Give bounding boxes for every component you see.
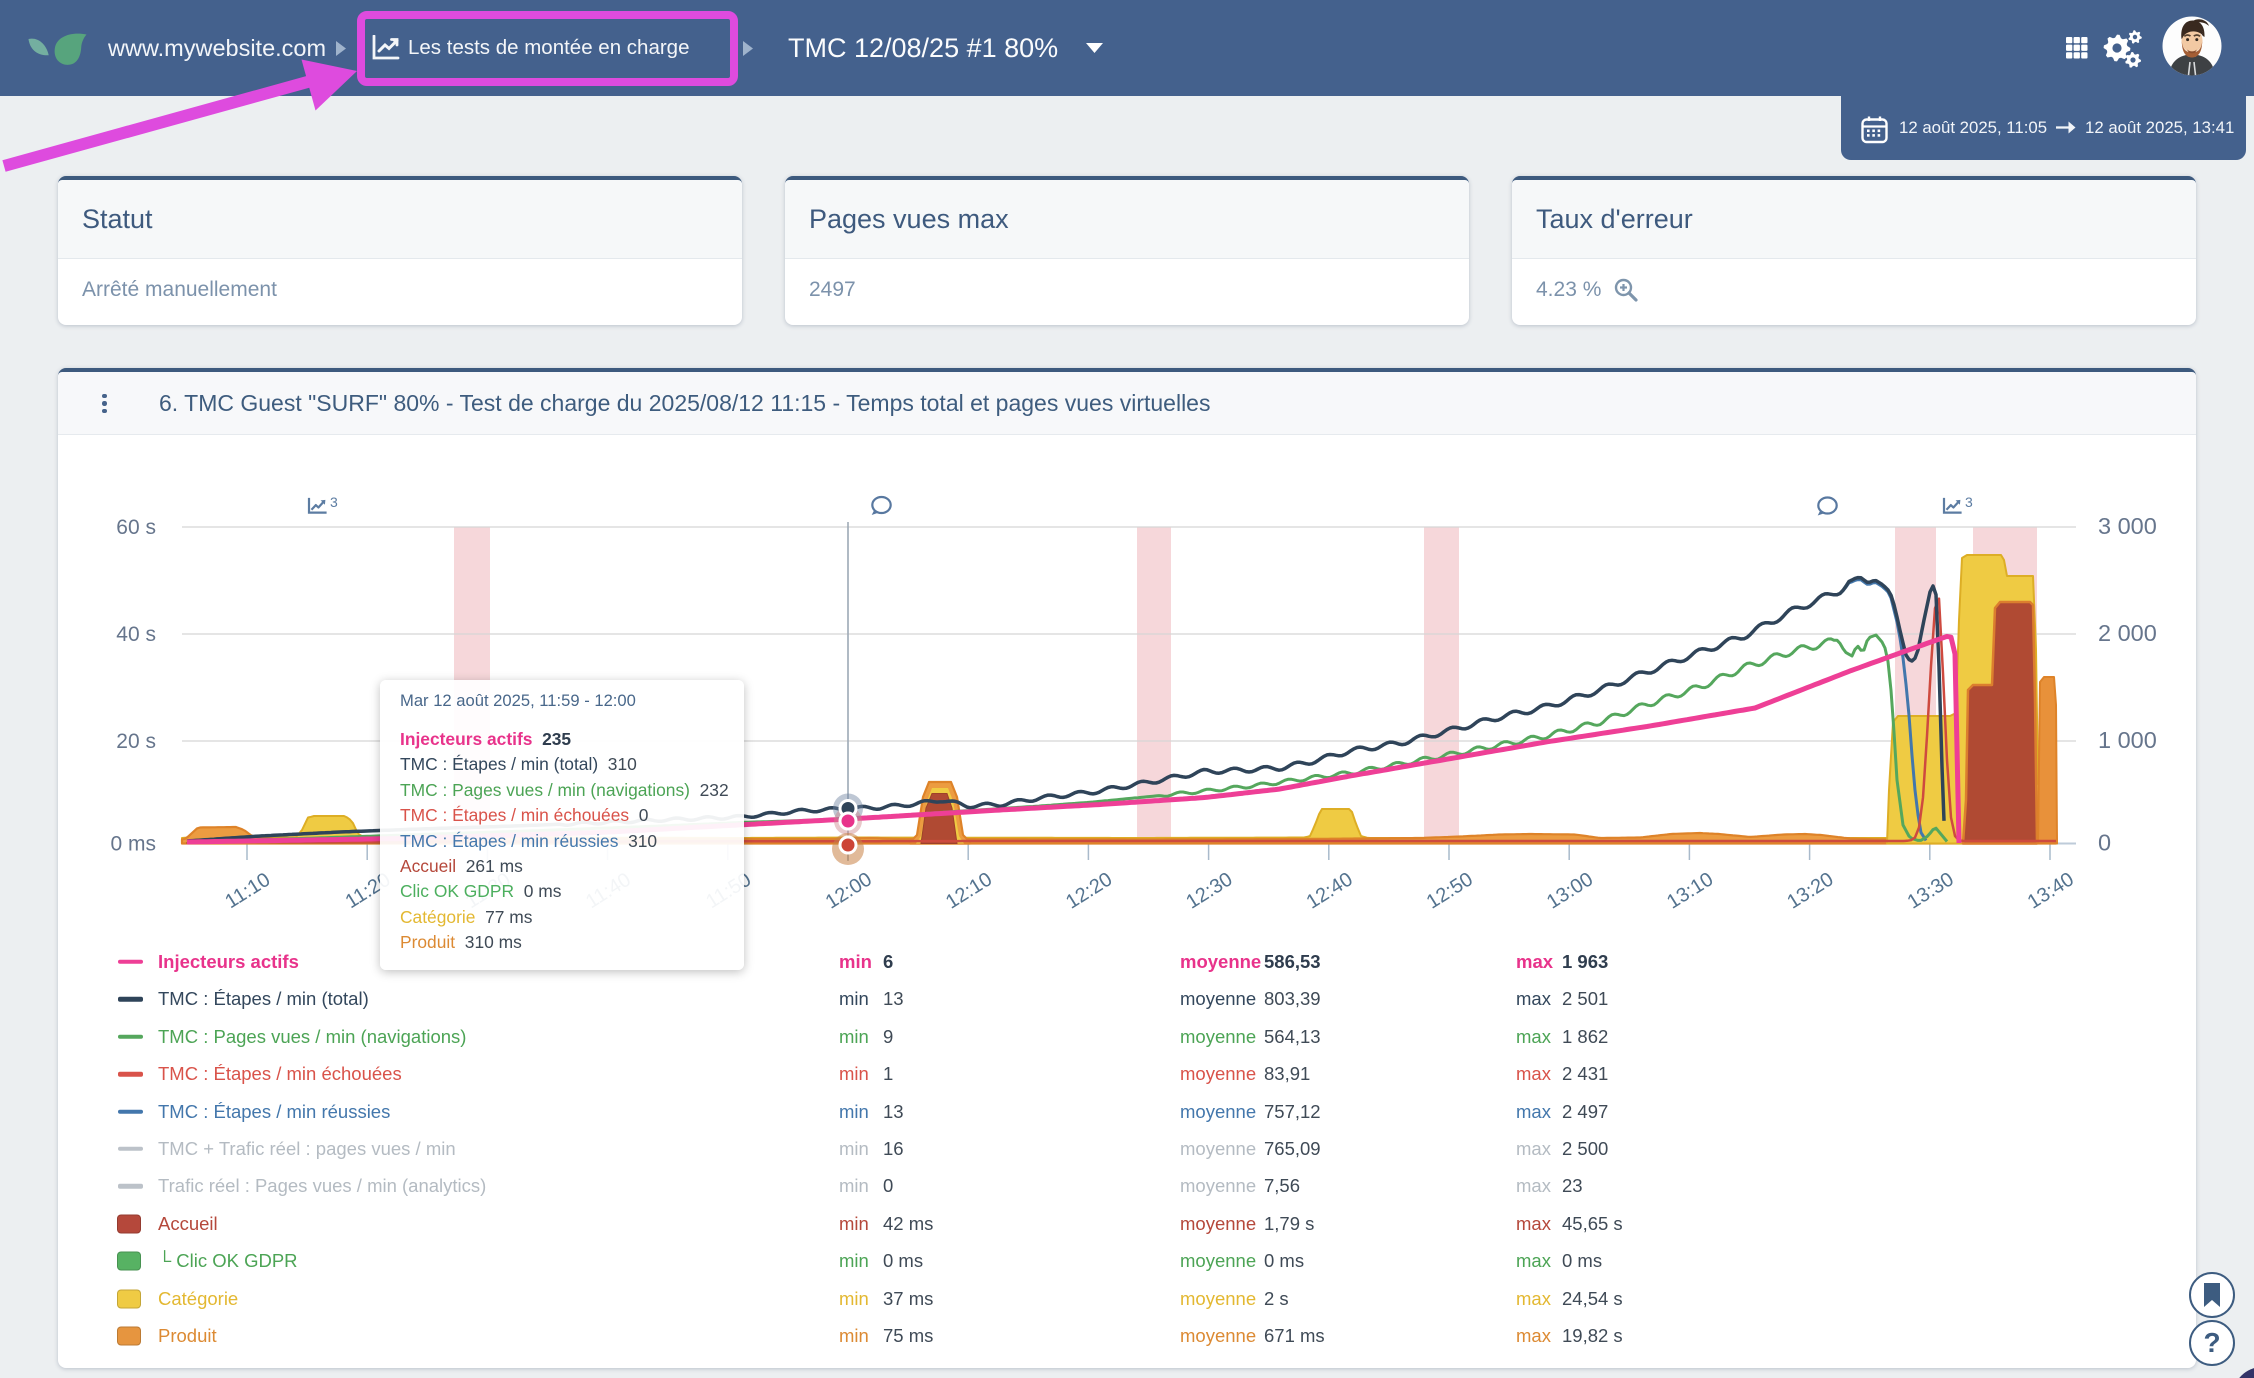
svg-text:2 000: 2 000	[2098, 620, 2157, 646]
svg-text:12:40: 12:40	[1303, 868, 1357, 913]
svg-text:13:30: 13:30	[1904, 868, 1958, 913]
svg-text:3: 3	[330, 494, 338, 510]
svg-text:13:40: 13:40	[2024, 868, 2078, 913]
svg-text:1 000: 1 000	[2098, 727, 2157, 753]
svg-text:13:20: 13:20	[1783, 868, 1837, 913]
svg-text:12:50: 12:50	[1423, 868, 1477, 913]
svg-text:3: 3	[1965, 494, 1973, 510]
svg-text:13:10: 13:10	[1663, 868, 1717, 913]
svg-text:12:30: 12:30	[1182, 868, 1236, 913]
svg-text:11:10: 11:10	[221, 869, 274, 913]
svg-text:12:00: 12:00	[822, 868, 876, 913]
svg-text:3 000: 3 000	[2098, 513, 2157, 539]
svg-text:12:10: 12:10	[942, 868, 996, 913]
svg-text:60 s: 60 s	[116, 516, 156, 539]
svg-text:20 s: 20 s	[116, 730, 156, 753]
svg-text:40 s: 40 s	[116, 623, 156, 646]
svg-text:0 ms: 0 ms	[110, 833, 156, 856]
svg-text:13:00: 13:00	[1543, 868, 1597, 913]
svg-text:0: 0	[2098, 830, 2111, 856]
svg-text:12:20: 12:20	[1062, 868, 1116, 913]
